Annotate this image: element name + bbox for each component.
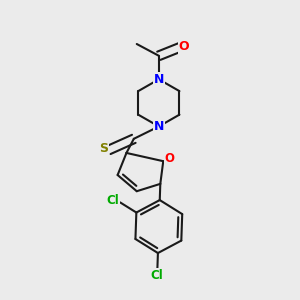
- Text: Cl: Cl: [107, 194, 119, 207]
- Text: N: N: [154, 73, 164, 86]
- Text: N: N: [154, 120, 164, 133]
- Text: S: S: [99, 142, 108, 155]
- Text: O: O: [165, 152, 175, 165]
- Text: O: O: [178, 40, 189, 53]
- Text: Cl: Cl: [151, 269, 164, 282]
